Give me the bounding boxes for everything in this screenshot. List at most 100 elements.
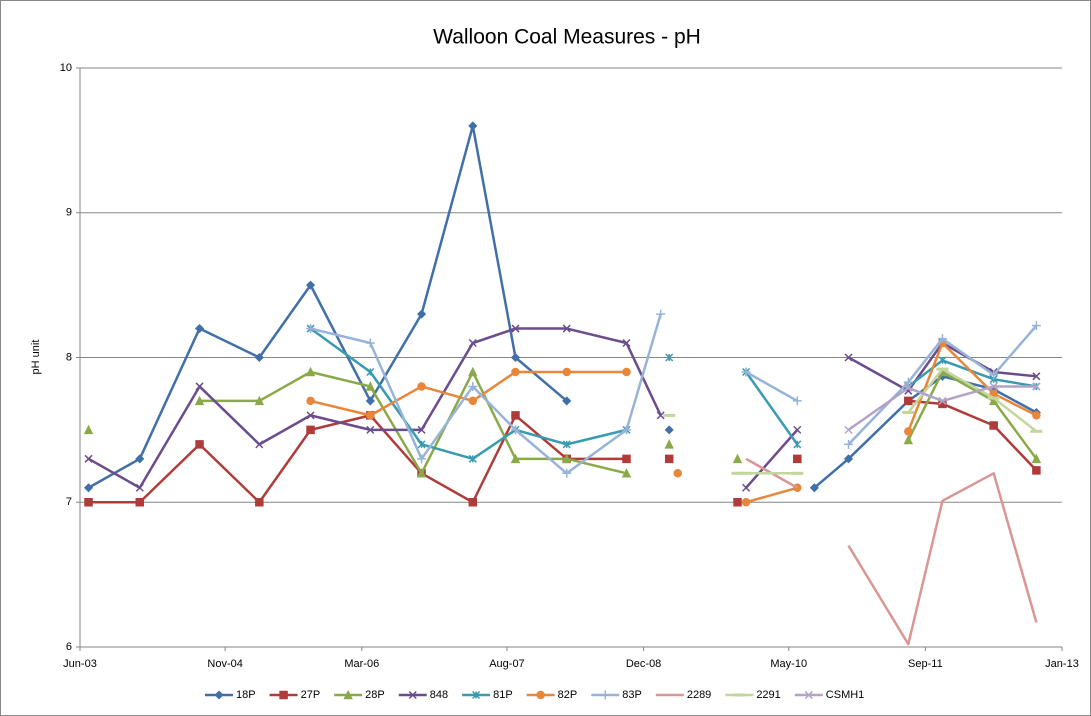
point [408, 690, 417, 700]
point [365, 338, 375, 348]
point [83, 424, 94, 435]
point [664, 454, 674, 464]
point [809, 483, 819, 493]
y-tick-label: 6 [66, 641, 72, 653]
point [938, 396, 947, 405]
x-tick-label: Nov-04 [207, 658, 242, 670]
point [510, 453, 521, 464]
point [417, 440, 426, 449]
point [468, 366, 478, 377]
point [135, 483, 144, 492]
point [366, 425, 375, 434]
point [365, 381, 376, 391]
point [83, 483, 94, 493]
legend-item: 28P [334, 689, 385, 701]
point [254, 352, 264, 363]
point [938, 356, 947, 365]
point [844, 425, 853, 434]
legend-item: 2291 [725, 689, 781, 701]
point [622, 338, 631, 348]
point [135, 454, 145, 464]
point [417, 309, 427, 319]
chart-title: Walloon Coal Measures - pH [433, 26, 701, 49]
point [665, 353, 674, 362]
legend-label: 81P [493, 689, 513, 701]
point [468, 498, 478, 507]
point [732, 453, 743, 464]
series-line [907, 370, 1038, 460]
point [255, 498, 264, 507]
point [904, 427, 913, 436]
series-line [310, 313, 662, 475]
x-tick-label: Jun-03 [63, 658, 97, 670]
point [844, 439, 854, 449]
legend-item: 18P [205, 689, 256, 701]
legend-label: 28P [365, 689, 385, 701]
point [904, 396, 913, 406]
point [937, 334, 947, 344]
point [214, 690, 224, 700]
legend-label: CSMH1 [826, 689, 865, 701]
point [793, 454, 802, 464]
point [305, 366, 316, 377]
point [1032, 372, 1041, 381]
point [84, 498, 93, 507]
point [194, 323, 205, 334]
point [989, 421, 998, 430]
y-tick-label: 10 [60, 62, 72, 74]
point [468, 121, 478, 131]
legend-label: 2291 [756, 689, 780, 701]
point [843, 454, 854, 464]
point [366, 367, 375, 377]
point [804, 690, 813, 700]
point [989, 370, 999, 380]
point [366, 411, 375, 420]
legend-label: 18P [236, 689, 256, 701]
point [793, 425, 802, 434]
legend-item: 2289 [655, 689, 711, 701]
legend-item: 81P [462, 689, 513, 701]
point [562, 440, 571, 449]
legend-label: 2289 [687, 689, 711, 701]
series-line [745, 486, 798, 504]
point [1032, 411, 1041, 420]
legend-item: 848 [398, 689, 448, 701]
point [306, 324, 316, 334]
series-line [87, 327, 662, 490]
point [562, 396, 572, 406]
series-line [908, 399, 1038, 472]
legend-item: 83P [591, 689, 642, 701]
point [844, 353, 853, 362]
series-line [745, 429, 799, 489]
series-line [907, 341, 1037, 432]
legend-item: 82P [526, 689, 577, 701]
point [306, 396, 315, 406]
point [417, 454, 427, 464]
point [733, 498, 742, 507]
point [417, 425, 426, 434]
y-axis-label: pH unit [30, 340, 42, 375]
point [562, 453, 572, 464]
point [468, 396, 478, 406]
x-tick-label: Jan-13 [1045, 658, 1079, 670]
legend-item: CSMH1 [794, 689, 865, 701]
point [741, 498, 751, 507]
point [306, 411, 315, 420]
point [664, 439, 674, 449]
point [673, 469, 682, 478]
x-tick-label: Mar-06 [344, 658, 379, 670]
series-line [87, 124, 568, 489]
series-line [847, 472, 1038, 646]
point [664, 425, 674, 435]
point [468, 454, 477, 463]
legend-label: 83P [622, 689, 642, 701]
point [84, 454, 93, 463]
point [741, 367, 751, 377]
point [622, 425, 632, 435]
point [1031, 321, 1041, 331]
point [255, 440, 264, 449]
point [621, 468, 632, 478]
point [472, 690, 481, 700]
point [416, 468, 427, 478]
